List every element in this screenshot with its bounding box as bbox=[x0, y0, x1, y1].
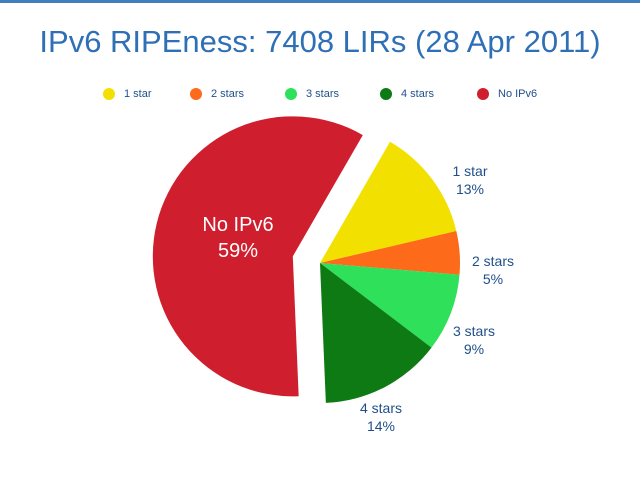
legend-label-2-stars: 2 stars bbox=[211, 88, 245, 100]
legend-item-no-ipv6: No IPv6 bbox=[477, 86, 537, 102]
slice-label-4-stars: 4 stars 14% bbox=[360, 400, 402, 434]
slice-label-1-star: 1 star 13% bbox=[452, 163, 487, 197]
legend-label-no-ipv6: No IPv6 bbox=[498, 88, 538, 100]
slice-label-2-stars: 2 stars 5% bbox=[472, 253, 514, 287]
legend-swatch-4-stars bbox=[380, 88, 392, 100]
legend-item-1-star: 1 star bbox=[103, 86, 152, 102]
legend-label-3-stars: 3 stars bbox=[306, 88, 340, 100]
legend-item-3-stars: 3 stars bbox=[285, 86, 339, 102]
legend-swatch-3-stars bbox=[285, 88, 297, 100]
top-rule bbox=[0, 0, 640, 3]
pie-slice-2-stars bbox=[320, 231, 461, 275]
slice-label-no-ipv6: No IPv6 59% bbox=[202, 214, 273, 262]
legend-item-2-stars: 2 stars bbox=[190, 86, 244, 102]
slice-label-3-stars: 3 stars 9% bbox=[453, 323, 495, 357]
legend: 1 star 2 stars 3 stars 4 stars No IPv6 bbox=[0, 86, 640, 102]
pie-slice-3-stars bbox=[320, 263, 460, 348]
legend-label-4-stars: 4 stars bbox=[401, 88, 435, 100]
pie-slice-no-ipv6 bbox=[152, 116, 363, 397]
legend-label-1-star: 1 star bbox=[124, 88, 152, 100]
pie-slice-4-stars bbox=[320, 263, 432, 403]
legend-swatch-no-ipv6 bbox=[477, 88, 489, 100]
legend-swatch-2-stars bbox=[190, 88, 202, 100]
pie-slice-1-star bbox=[320, 141, 457, 263]
legend-swatch-1-star bbox=[103, 88, 115, 100]
legend-item-4-stars: 4 stars bbox=[380, 86, 434, 102]
chart-title: IPv6 RIPEness: 7408 LIRs (28 Apr 2011) bbox=[39, 24, 601, 59]
